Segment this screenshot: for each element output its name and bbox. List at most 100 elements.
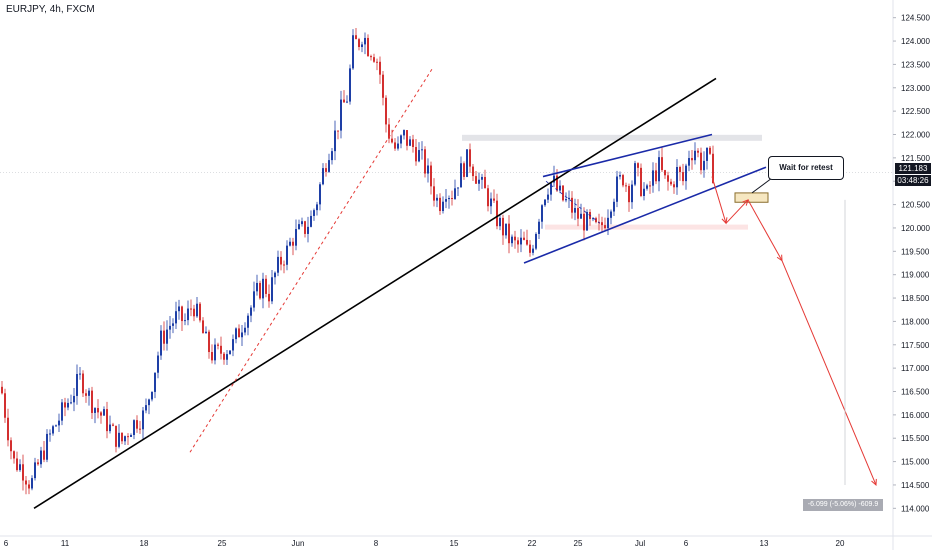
- candle: [439, 193, 441, 215]
- y-tick-label: 116.500: [901, 388, 930, 397]
- candle-body: [568, 197, 570, 200]
- candle: [397, 136, 399, 151]
- candle-body: [172, 323, 174, 326]
- candle: [241, 324, 243, 346]
- candle-body: [421, 149, 423, 151]
- x-tick-label: 25: [218, 539, 227, 548]
- candle-body: [430, 165, 432, 187]
- candle-body: [571, 197, 573, 213]
- candle: [526, 229, 528, 246]
- candle-body: [127, 436, 129, 438]
- candle-body: [550, 182, 552, 195]
- candle: [121, 432, 123, 445]
- candle-body: [427, 165, 429, 174]
- candle: [118, 424, 120, 449]
- candle: [31, 475, 33, 491]
- candle-body: [511, 236, 513, 244]
- candle-body: [91, 390, 93, 413]
- candle: [403, 129, 405, 140]
- candle: [232, 334, 234, 357]
- candle-body: [340, 99, 342, 131]
- candle: [256, 274, 258, 296]
- candle-body: [493, 198, 495, 201]
- candle: [370, 54, 372, 61]
- candle-body: [202, 320, 204, 334]
- x-tick-label: Jun: [292, 539, 305, 548]
- candle-body: [58, 420, 60, 426]
- candle: [355, 27, 357, 40]
- candle: [676, 159, 678, 195]
- candle: [286, 240, 288, 271]
- candle: [406, 130, 408, 151]
- candle: [127, 433, 129, 446]
- candle-body: [691, 158, 693, 161]
- candle: [508, 215, 510, 254]
- y-axis[interactable]: 124.500 124.000 123.500 123.000 122.500 122.0…: [892, 0, 930, 550]
- candle: [319, 182, 321, 211]
- candle: [643, 182, 645, 201]
- candle: [640, 163, 642, 198]
- candle: [64, 397, 66, 417]
- candle-body: [46, 433, 48, 460]
- candle: [499, 214, 501, 231]
- candle-body: [217, 344, 219, 346]
- candle: [451, 190, 453, 206]
- candle-body: [676, 167, 678, 188]
- candle-body: [619, 175, 621, 177]
- candle: [487, 184, 489, 212]
- candle-body: [478, 179, 480, 184]
- candle: [655, 162, 657, 185]
- candle-body: [400, 135, 402, 144]
- candle: [136, 415, 138, 433]
- candle: [571, 191, 573, 219]
- candle: [100, 411, 102, 424]
- candle: [685, 163, 687, 190]
- candle: [25, 475, 27, 495]
- x-axis[interactable]: 6 11 18 25 Jun 8 15 22 25 Jul 6 13 20: [0, 535, 932, 548]
- candle-body: [319, 184, 321, 205]
- candle: [646, 183, 648, 191]
- candle: [103, 406, 105, 416]
- candle: [172, 318, 174, 334]
- y-tick-label: 114.000: [901, 504, 930, 513]
- candle-body: [637, 163, 639, 168]
- candle-body: [190, 308, 192, 310]
- candle-body: [538, 221, 540, 234]
- candle: [322, 163, 324, 186]
- candle: [316, 201, 318, 216]
- candle: [634, 160, 636, 187]
- candle-body: [175, 311, 177, 324]
- candle: [334, 120, 336, 161]
- candle-body: [643, 188, 645, 196]
- candle: [688, 150, 690, 172]
- candle: [466, 149, 468, 178]
- candle: [40, 446, 42, 468]
- candle: [301, 217, 303, 227]
- projection-segment: [781, 260, 877, 486]
- candle-body: [529, 244, 531, 253]
- candle-body: [433, 186, 435, 201]
- candle-body: [622, 175, 624, 186]
- candle: [607, 209, 609, 235]
- candle-body: [286, 245, 288, 265]
- candle: [538, 218, 540, 239]
- callout-pointer: [751, 177, 773, 194]
- y-tick-label: 116.000: [901, 411, 930, 420]
- candle-body: [490, 198, 492, 207]
- candle-body: [25, 480, 27, 485]
- candle: [52, 424, 54, 436]
- candle-body: [502, 217, 504, 236]
- candle: [658, 150, 660, 192]
- candle: [43, 441, 45, 463]
- candle-body: [616, 176, 618, 202]
- candle: [82, 370, 84, 397]
- candle: [193, 304, 195, 322]
- candle-body: [139, 428, 141, 430]
- candle: [262, 272, 264, 309]
- candle: [436, 194, 438, 208]
- candle: [22, 454, 24, 491]
- candle-body: [703, 160, 705, 171]
- candle-body: [424, 149, 426, 174]
- candle: [511, 234, 513, 247]
